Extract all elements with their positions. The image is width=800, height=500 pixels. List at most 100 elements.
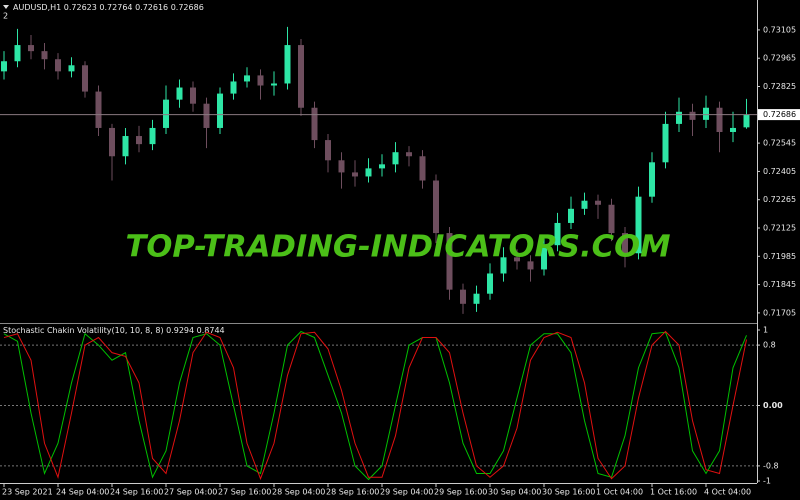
candle-body [406, 152, 412, 157]
x-tick-label: 1 Oct 16:00 [650, 488, 697, 497]
indicator-value: 0.9294 [166, 326, 194, 335]
candle-body [608, 204, 615, 234]
y-tick-label: -0.8 [763, 461, 779, 470]
close-value: 0.72686 [171, 3, 204, 12]
candle-body [109, 127, 115, 157]
x-tick-label: 30 Sep 04:00 [488, 488, 541, 497]
y-tick-label: 0.72265 [763, 195, 796, 204]
candle-body [338, 160, 345, 173]
candle-body [446, 233, 453, 290]
y-tick-label: 0.73105 [763, 25, 796, 34]
y-tick-label: 0.8 [763, 341, 776, 350]
candle-body [541, 245, 547, 270]
y-tick-label: 0.71705 [763, 308, 796, 317]
candle-body [14, 45, 21, 62]
candle-body [689, 111, 696, 120]
candle-body [622, 233, 628, 254]
candle-body [28, 45, 34, 52]
candle-body [595, 200, 601, 205]
indicator-name: Stochastic Chakin Volatility(10, 10, 8, … [3, 326, 164, 335]
y-tick-label: 0.72125 [763, 224, 796, 233]
candle-body [1, 61, 7, 72]
candle-body [473, 293, 480, 304]
y-tick-label: 1 [763, 326, 768, 335]
candle-body [568, 208, 574, 223]
candle-body [554, 222, 561, 246]
candle-body [230, 81, 237, 94]
watermark: TOP-TRADING-INDICATORS.COM [126, 230, 671, 265]
high-value: 0.72764 [99, 3, 132, 12]
candle-body [743, 114, 750, 128]
y-tick-label: 0.00 [763, 401, 783, 410]
candle-body [244, 75, 250, 82]
y-tick-label: 0.72825 [763, 82, 796, 91]
y-tick-label: 0.72405 [763, 167, 796, 176]
x-tick-label: 24 Sep 04:00 [56, 488, 109, 497]
candle-body [203, 103, 210, 128]
candle-body [365, 168, 372, 177]
candle-body [311, 107, 318, 141]
candle-body [392, 152, 399, 165]
x-tick-label: 23 Sep 2021 [2, 488, 53, 497]
candle-body [379, 164, 385, 169]
y-tick-label: 0.71845 [763, 280, 796, 289]
x-tick-label: 29 Sep 04:00 [380, 488, 433, 497]
candle-body [190, 87, 196, 104]
candle-body [716, 107, 723, 132]
y-tick-label: -1 [763, 477, 771, 486]
candle-body [217, 93, 223, 128]
candle-body [419, 156, 426, 181]
candle-body [460, 289, 466, 304]
candle-body [95, 91, 102, 128]
x-tick-label: 28 Sep 04:00 [272, 488, 325, 497]
candle-body [149, 127, 156, 145]
pane-number: 2 [3, 12, 8, 21]
indicator-line [3, 330, 747, 481]
candle-body [257, 75, 264, 86]
candle-body [284, 45, 291, 84]
candle-body [527, 261, 534, 270]
x-tick-label: 24 Sep 16:00 [110, 488, 163, 497]
candle-body [500, 257, 507, 274]
y-tick-label: 0.71985 [763, 252, 796, 261]
candle-body [68, 65, 75, 72]
x-tick-label: 30 Sep 16:00 [542, 488, 595, 497]
candle-body [635, 196, 642, 254]
candle-body [41, 51, 48, 60]
candle-body [163, 99, 169, 128]
x-tick-label: 28 Sep 16:00 [326, 488, 379, 497]
candle-body [136, 136, 142, 145]
current-price-box [758, 109, 800, 121]
symbol: AUDUSD,H1 [13, 3, 61, 12]
candle-body [649, 162, 655, 197]
x-tick-label: 27 Sep 16:00 [218, 488, 271, 497]
current-price-label: 0.72686 [763, 110, 796, 119]
indicator-header: Stochastic Chakin Volatility(10, 10, 8, … [3, 326, 225, 335]
candle-body [703, 107, 709, 120]
candle-body [82, 65, 88, 92]
open-value: 0.72623 [64, 3, 97, 12]
x-tick-label: 4 Oct 04:00 [704, 488, 751, 497]
candle-body [487, 273, 493, 294]
menu-icon [3, 5, 9, 9]
candle-body [581, 200, 588, 209]
candle-body [55, 59, 61, 72]
low-value: 0.72616 [135, 3, 168, 12]
candle-body [730, 127, 736, 132]
candle-body [676, 111, 682, 124]
x-tick-label: 1 Oct 04:00 [596, 488, 643, 497]
x-tick-label: 29 Sep 16:00 [434, 488, 487, 497]
candle-body [325, 140, 331, 161]
candle-body [662, 123, 669, 163]
y-tick-label: 0.72965 [763, 54, 796, 63]
candle-body [176, 87, 183, 100]
candle-body [122, 136, 129, 157]
candle-body [433, 180, 439, 234]
candle-body [514, 257, 520, 262]
y-tick-label: 0.72545 [763, 139, 796, 148]
candle-body [271, 83, 277, 86]
chart-header: AUDUSD,H1 0.72623 0.72764 0.72616 0.7268… [13, 3, 204, 12]
candle-body [298, 45, 304, 108]
